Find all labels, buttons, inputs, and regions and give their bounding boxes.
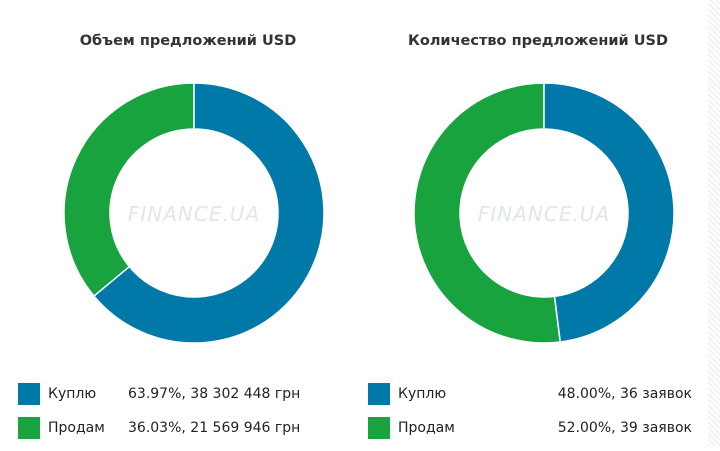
legend-item-buy[interactable]: Куплю 48.00%, 36 заявок [368,383,708,417]
watermark: FINANCE.UA [478,202,610,226]
donut-slice-sell[interactable] [413,82,562,344]
legend-label: Продам [398,420,455,436]
chart-legend: Куплю 63.97%, 38 302 448 грн Продам 36.0… [18,383,358,451]
legend-value: 36.03%, 21 569 946 грн [128,420,301,436]
legend-label: Продам [48,420,105,436]
count-donut-chart: FINANCE.UA [413,82,675,344]
donut-slice-buy[interactable] [92,82,325,344]
legend-label: Куплю [398,386,447,402]
legend-value: 63.97%, 38 302 448 грн [128,386,301,402]
legend-value: 52.00%, 39 заявок [557,420,692,436]
donut-slice-sell[interactable] [63,82,195,298]
watermark: FINANCE.UA [128,202,260,226]
legend-swatch-buy [18,383,40,405]
chart-title: Количество предложений USD [408,33,668,49]
legend-item-buy[interactable]: Куплю 63.97%, 38 302 448 грн [18,383,358,417]
volume-chart-panel: Объем предложений USD FINANCE.UA Куплю 6… [18,0,358,446]
count-chart-panel: Количество предложений USD FINANCE.UA Ку… [368,0,708,446]
page-edge-decoration [708,0,720,446]
legend-value: 48.00%, 36 заявок [557,386,692,402]
legend-swatch-sell [18,417,40,439]
volume-donut-chart: FINANCE.UA [63,82,325,344]
legend-swatch-sell [368,417,390,439]
legend-swatch-buy [368,383,390,405]
donut-slice-buy[interactable] [543,82,675,343]
chart-legend: Куплю 48.00%, 36 заявок Продам 52.00%, 3… [368,383,708,451]
legend-item-sell[interactable]: Продам 52.00%, 39 заявок [368,417,708,451]
legend-label: Куплю [48,386,97,402]
legend-item-sell[interactable]: Продам 36.03%, 21 569 946 грн [18,417,358,451]
chart-title: Объем предложений USD [79,33,297,49]
